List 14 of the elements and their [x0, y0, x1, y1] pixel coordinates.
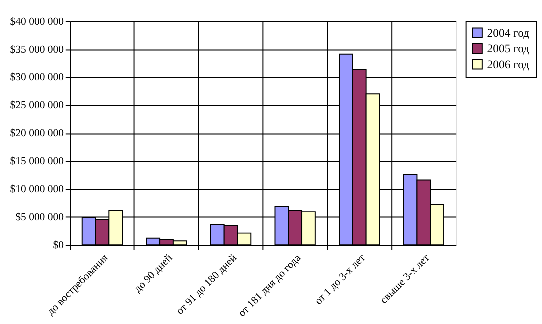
- legend-label: 2005 год: [487, 42, 530, 56]
- y-tick-label: $25 000 000: [10, 100, 64, 112]
- legend-label: 2004 год: [487, 27, 530, 40]
- y-tick-label: $30 000 000: [10, 72, 64, 84]
- y-tick-label: $10 000 000: [10, 184, 64, 196]
- y-tick-label: $35 000 000: [10, 44, 64, 56]
- y-tick-label: $5 000 000: [16, 212, 64, 224]
- x-tick-label: от 1 до 3-х лет: [312, 252, 368, 308]
- legend-label: 2006 год: [487, 58, 530, 72]
- y-tick-label: $0: [53, 239, 64, 252]
- y-tick-label: $40 000 000: [10, 16, 64, 28]
- x-tick-label: от 181 дня до года: [236, 252, 304, 320]
- y-tick-label: $15 000 000: [10, 156, 64, 168]
- y-tick-label: $20 000 000: [10, 128, 64, 140]
